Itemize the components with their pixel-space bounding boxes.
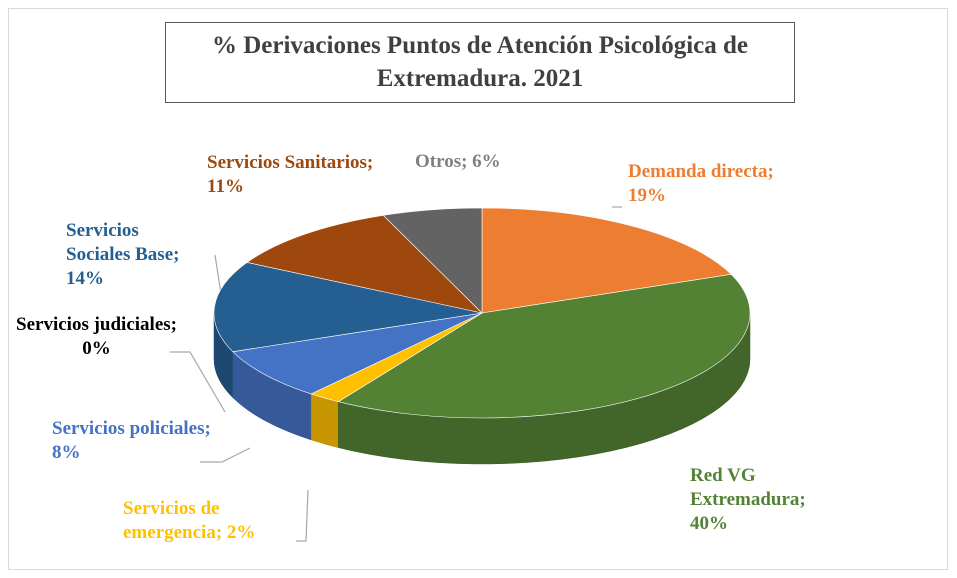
data-label: Servicios policiales; 8% xyxy=(52,418,211,463)
slice xyxy=(337,274,751,419)
data-label: Servicios judiciales; 0% xyxy=(16,314,177,359)
data-label: Servicios Sociales Base; 14% xyxy=(66,220,180,289)
slice xyxy=(481,207,732,314)
slice xyxy=(382,207,483,314)
slice xyxy=(246,215,483,314)
slice xyxy=(213,262,483,352)
chart-frame xyxy=(8,8,948,570)
data-label: Otros; 6% xyxy=(415,151,501,172)
slice-side xyxy=(310,393,339,448)
data-label: Demanda directa; 19% xyxy=(628,161,774,206)
data-label: Servicios de emergencia; 2% xyxy=(123,498,256,543)
slice xyxy=(232,312,483,395)
chart-title: % Derivaciones Puntos de Atención Psicol… xyxy=(165,22,795,103)
data-label: Red VG Extremadura; 40% xyxy=(690,465,806,534)
data-label: Servicios Sanitarios; 11% xyxy=(207,152,374,197)
